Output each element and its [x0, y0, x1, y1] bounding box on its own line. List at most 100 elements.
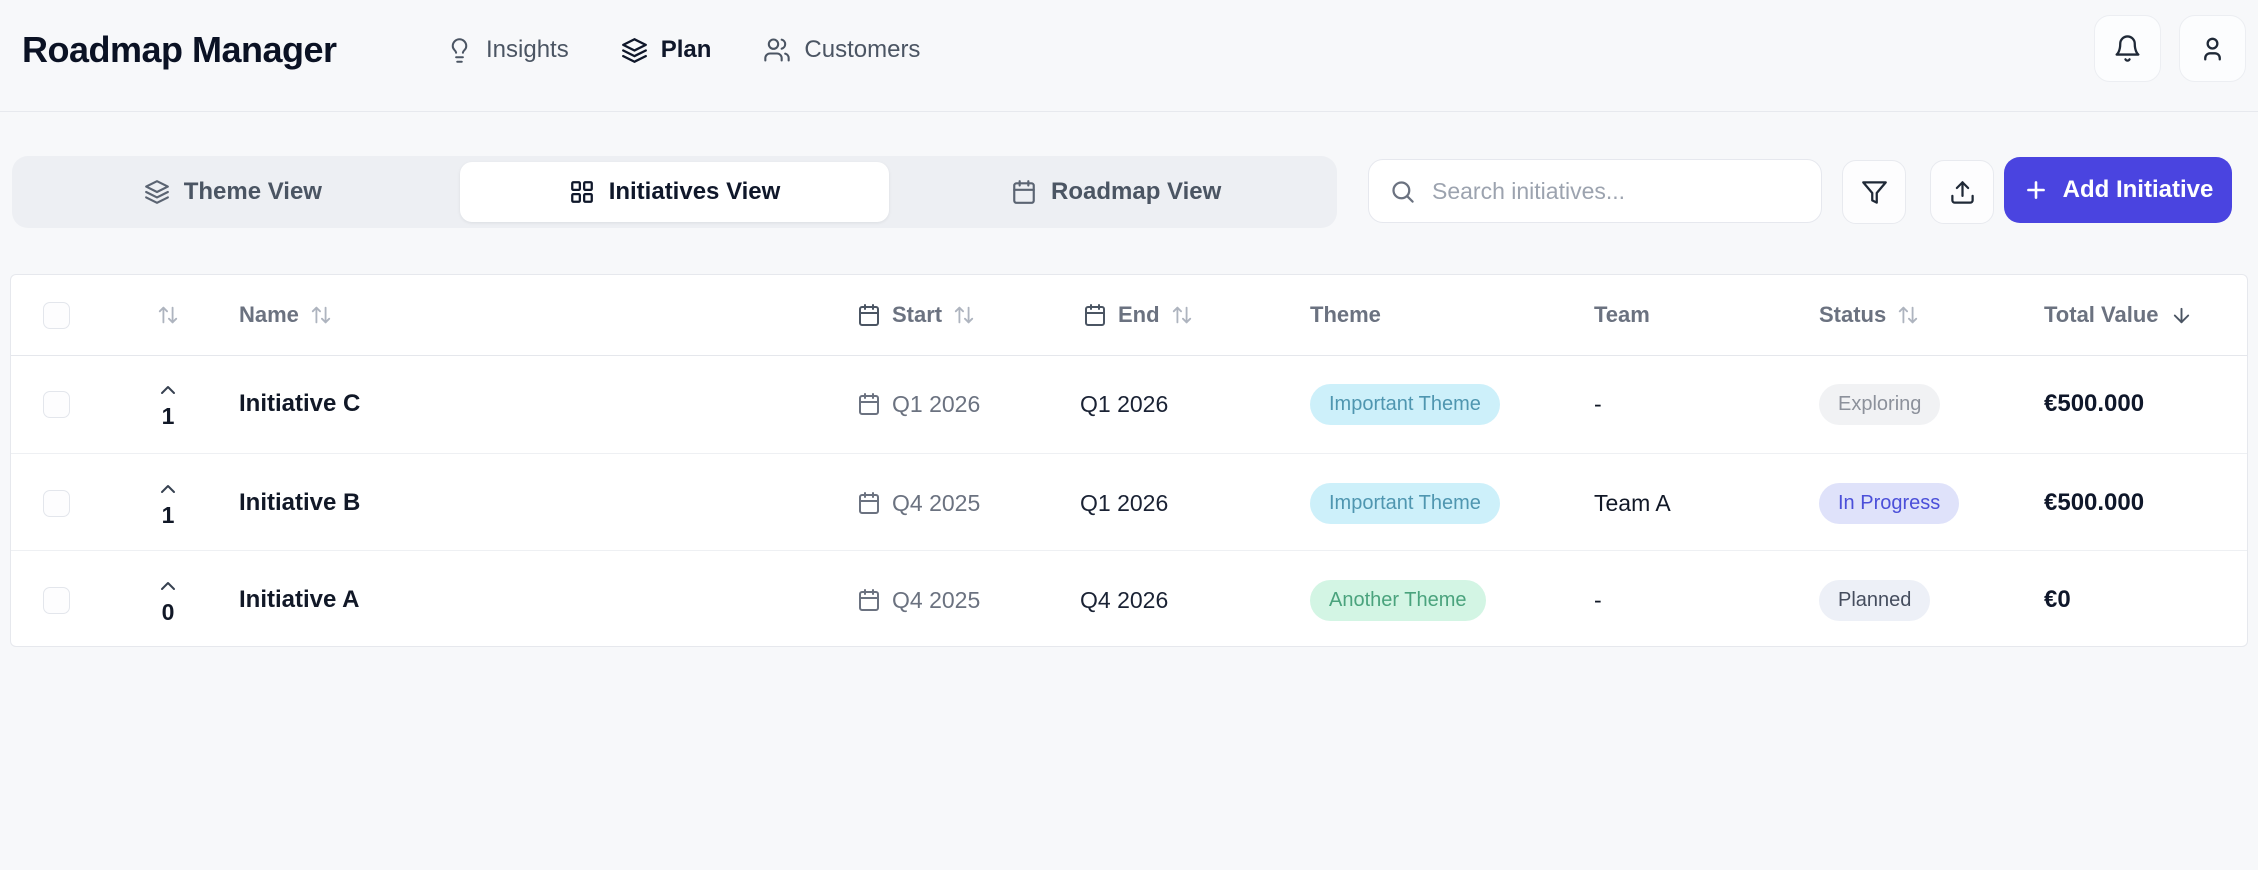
- column-label: Status: [1819, 302, 1887, 327]
- table-row[interactable]: 1 Initiative B Q4 2025 Q1 2026 Important…: [11, 453, 2247, 552]
- vote-cell: 1: [139, 355, 197, 453]
- lightbulb-icon: [446, 37, 473, 64]
- profile-button[interactable]: [2179, 15, 2246, 82]
- total-value: €500.000: [2044, 489, 2145, 516]
- chevron-up-icon: [156, 574, 180, 598]
- vote-count: 0: [161, 599, 175, 625]
- select-all-checkbox[interactable]: [43, 301, 70, 329]
- nav-item-label: Insights: [486, 36, 569, 63]
- start-quarter: Q1 2026: [892, 390, 981, 417]
- team-value: -: [1594, 586, 1602, 613]
- vote-count: 1: [161, 502, 175, 528]
- column-label: Start: [892, 302, 943, 327]
- theme-badge: Important Theme: [1310, 482, 1500, 524]
- layers-icon: [144, 179, 170, 205]
- calendar-icon: [857, 392, 881, 416]
- row-checkbox-cell: [43, 355, 70, 453]
- tab-theme-view[interactable]: Theme View: [18, 162, 448, 222]
- initiative-name: Initiative A: [239, 586, 360, 613]
- start-quarter: Q4 2025: [892, 489, 981, 516]
- initiatives-table: Name Start End: [10, 274, 2248, 647]
- header-total-value[interactable]: Total Value: [2044, 275, 2193, 355]
- tab-label: Roadmap View: [1051, 178, 1222, 205]
- calendar-icon: [1083, 303, 1107, 327]
- header-team: Team: [1594, 275, 1650, 355]
- sort-arrows-icon: [157, 304, 179, 326]
- start-quarter: Q4 2025: [892, 586, 981, 613]
- calendar-icon: [857, 588, 881, 612]
- upvote-button[interactable]: [156, 477, 180, 501]
- tab-roadmap-view[interactable]: Roadmap View: [901, 162, 1331, 222]
- row-checkbox[interactable]: [43, 390, 70, 418]
- team-value: Team A: [1594, 489, 1671, 516]
- column-label: Team: [1594, 302, 1650, 327]
- header-status[interactable]: Status: [1819, 275, 1919, 355]
- column-label: Name: [239, 302, 299, 327]
- add-initiative-button[interactable]: Add Initiative: [2004, 157, 2232, 223]
- bell-icon: [2113, 34, 2142, 63]
- plus-icon: [2023, 177, 2049, 203]
- theme-badge: Important Theme: [1310, 383, 1500, 425]
- upvote-button[interactable]: [156, 574, 180, 598]
- sort-arrows-icon: [1897, 304, 1919, 326]
- upvote-button[interactable]: [156, 378, 180, 402]
- search-icon: [1389, 178, 1416, 205]
- vote-count: 1: [161, 403, 175, 429]
- main-nav: Insights Plan Customers: [446, 0, 920, 100]
- header-name[interactable]: Name: [239, 275, 332, 355]
- nav-item-insights[interactable]: Insights: [446, 36, 569, 64]
- table-row[interactable]: 0 Initiative A Q4 2025 Q4 2026 Another T…: [11, 550, 2247, 649]
- arrow-down-icon: [2170, 304, 2193, 327]
- column-label: Theme: [1310, 302, 1381, 327]
- header-actions: [2094, 15, 2246, 82]
- header-votes-sort[interactable]: [139, 275, 197, 355]
- sort-arrows-icon: [310, 304, 332, 326]
- user-icon: [2198, 34, 2227, 63]
- calendar-icon: [857, 491, 881, 515]
- sort-arrows-icon: [953, 304, 975, 326]
- total-value: €500.000: [2044, 390, 2145, 417]
- header-end[interactable]: End: [1083, 275, 1193, 355]
- row-checkbox-cell: [43, 551, 70, 649]
- calendar-icon: [1011, 179, 1037, 205]
- header-checkbox-cell: [43, 275, 70, 355]
- calendar-icon: [857, 303, 881, 327]
- page-title: Roadmap Manager: [22, 29, 337, 70]
- header-start[interactable]: Start: [857, 275, 975, 355]
- column-label: End: [1118, 302, 1160, 327]
- column-label: Total Value: [2044, 302, 2159, 327]
- users-icon: [763, 36, 791, 64]
- chevron-up-icon: [156, 477, 180, 501]
- search-container: [1368, 159, 1822, 223]
- chevron-up-icon: [156, 378, 180, 402]
- tab-initiatives-view[interactable]: Initiatives View: [459, 162, 890, 222]
- nav-item-label: Plan: [660, 36, 712, 63]
- search-input[interactable]: [1430, 176, 1801, 206]
- nav-item-plan[interactable]: Plan: [621, 36, 712, 64]
- end-quarter: Q4 2026: [1080, 586, 1169, 613]
- table-header-row: Name Start End: [11, 275, 2247, 356]
- upload-icon: [1949, 179, 1976, 206]
- export-button[interactable]: [1930, 160, 1994, 224]
- nav-item-customers[interactable]: Customers: [763, 36, 920, 64]
- tab-label: Initiatives View: [608, 178, 781, 205]
- initiative-name: Initiative C: [239, 390, 361, 417]
- tab-label: Theme View: [183, 178, 322, 205]
- row-checkbox[interactable]: [43, 586, 70, 614]
- status-badge: Exploring: [1819, 383, 1941, 425]
- initiative-name: Initiative B: [239, 489, 361, 516]
- view-tab-group: Theme View Initiatives View Roadmap View: [12, 156, 1337, 228]
- row-checkbox-cell: [43, 454, 70, 552]
- total-value: €0: [2044, 586, 2071, 613]
- end-quarter: Q1 2026: [1080, 390, 1169, 417]
- notifications-button[interactable]: [2094, 15, 2161, 82]
- table-row[interactable]: 1 Initiative C Q1 2026 Q1 2026 Important…: [11, 355, 2247, 453]
- vote-cell: 0: [139, 551, 197, 649]
- row-checkbox[interactable]: [43, 489, 70, 517]
- nav-item-label: Customers: [804, 36, 921, 63]
- filter-button[interactable]: [1842, 160, 1906, 224]
- sort-arrows-icon: [1171, 304, 1193, 326]
- status-badge: Planned: [1819, 579, 1931, 621]
- theme-badge: Another Theme: [1310, 579, 1486, 621]
